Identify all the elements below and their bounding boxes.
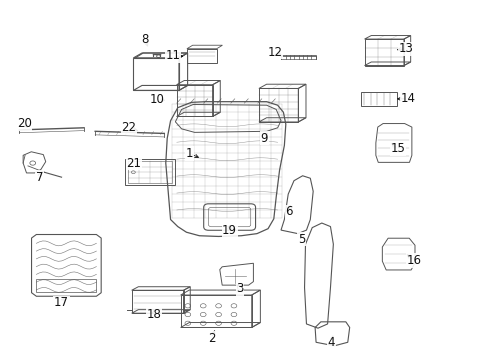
Text: 3: 3	[237, 282, 244, 295]
Text: 6: 6	[286, 205, 293, 218]
Text: 17: 17	[54, 296, 69, 309]
Text: 16: 16	[407, 254, 421, 267]
Text: 10: 10	[150, 93, 165, 106]
Text: 22: 22	[122, 121, 136, 134]
Text: 12: 12	[267, 46, 282, 59]
Text: 21: 21	[126, 157, 141, 170]
Text: 1: 1	[186, 147, 194, 160]
Text: 13: 13	[398, 42, 413, 55]
Text: 7: 7	[36, 171, 43, 184]
Text: 20: 20	[17, 117, 31, 130]
Text: 19: 19	[222, 224, 237, 237]
Text: 4: 4	[328, 336, 335, 349]
Text: 18: 18	[147, 308, 161, 321]
Text: 11: 11	[166, 49, 180, 62]
Text: 14: 14	[401, 93, 416, 105]
Text: 15: 15	[390, 143, 405, 156]
Text: 9: 9	[261, 132, 268, 145]
Text: 8: 8	[142, 33, 149, 46]
Text: 2: 2	[208, 332, 215, 345]
Text: 5: 5	[298, 233, 305, 246]
